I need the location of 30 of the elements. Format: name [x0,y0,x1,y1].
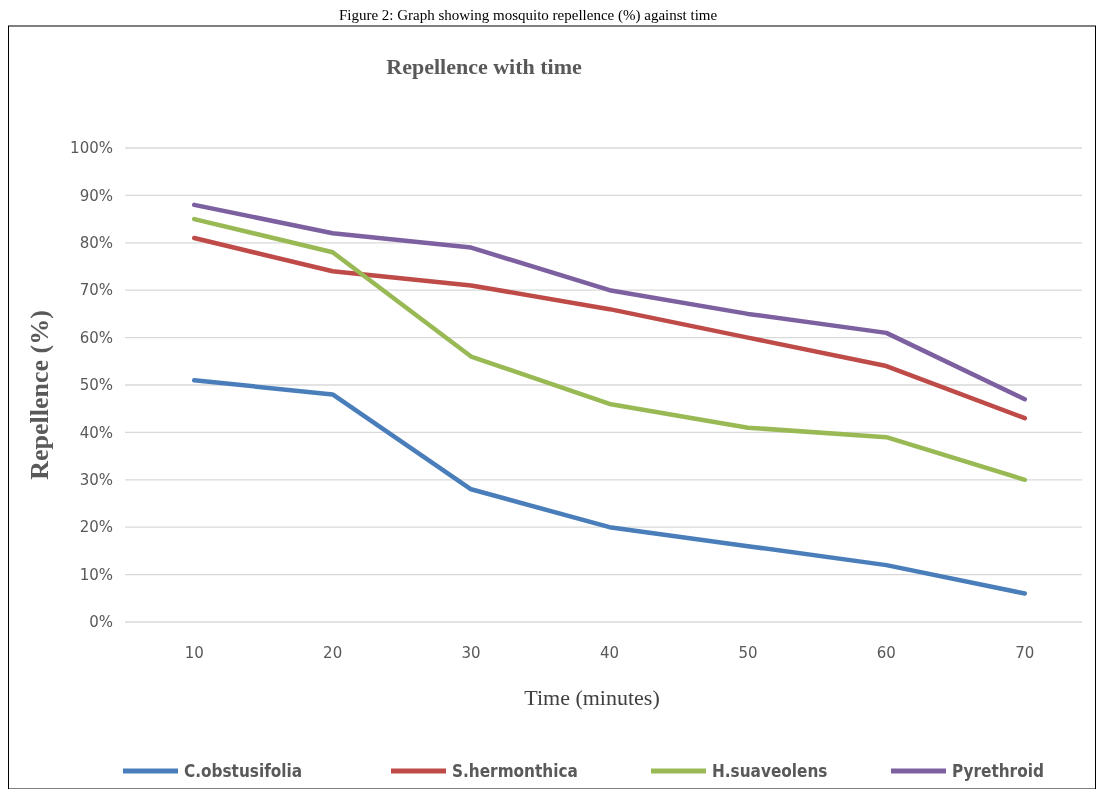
y-axis-title: Repellence (%) [25,310,54,480]
y-tick-label: 20% [79,518,113,537]
x-tick-label: 50 [738,644,758,662]
x-tick-label: 60 [876,644,896,662]
x-tick-label: 40 [599,644,620,662]
legend-label: C.obstusifolia [184,760,303,781]
y-tick-label: 50% [79,376,113,395]
y-tick-label: 100% [70,139,113,158]
legend-label: S.hermonthica [452,760,578,781]
x-tick-label: 10 [184,644,204,662]
y-tick-label: 70% [79,281,113,300]
y-tick-label: 80% [79,234,113,253]
y-tick-label: 40% [79,423,113,442]
y-tick-label: 90% [79,186,113,205]
legend-label: Pyrethroid [952,760,1044,781]
line-series [191,216,1028,483]
y-tick-label: 0% [89,613,113,632]
caption: Figure 2: Graph showing mosquito repellence (%) against time [338,7,718,24]
line-series [191,378,1028,596]
y-tick-label: 10% [79,565,113,584]
y-tick-label: 60% [79,328,113,347]
x-tick-label: 20 [323,644,343,662]
y-tick-label: 30% [79,471,113,490]
x-tick-label: 70 [1015,644,1035,662]
line-series [191,202,1028,402]
x-axis-title: Time (minutes) [524,685,660,710]
legend-label: H.suaveolens [712,760,828,781]
line-series [191,235,1028,421]
chart-title: Repellence with time [386,54,582,79]
x-tick-label: 30 [461,644,481,662]
